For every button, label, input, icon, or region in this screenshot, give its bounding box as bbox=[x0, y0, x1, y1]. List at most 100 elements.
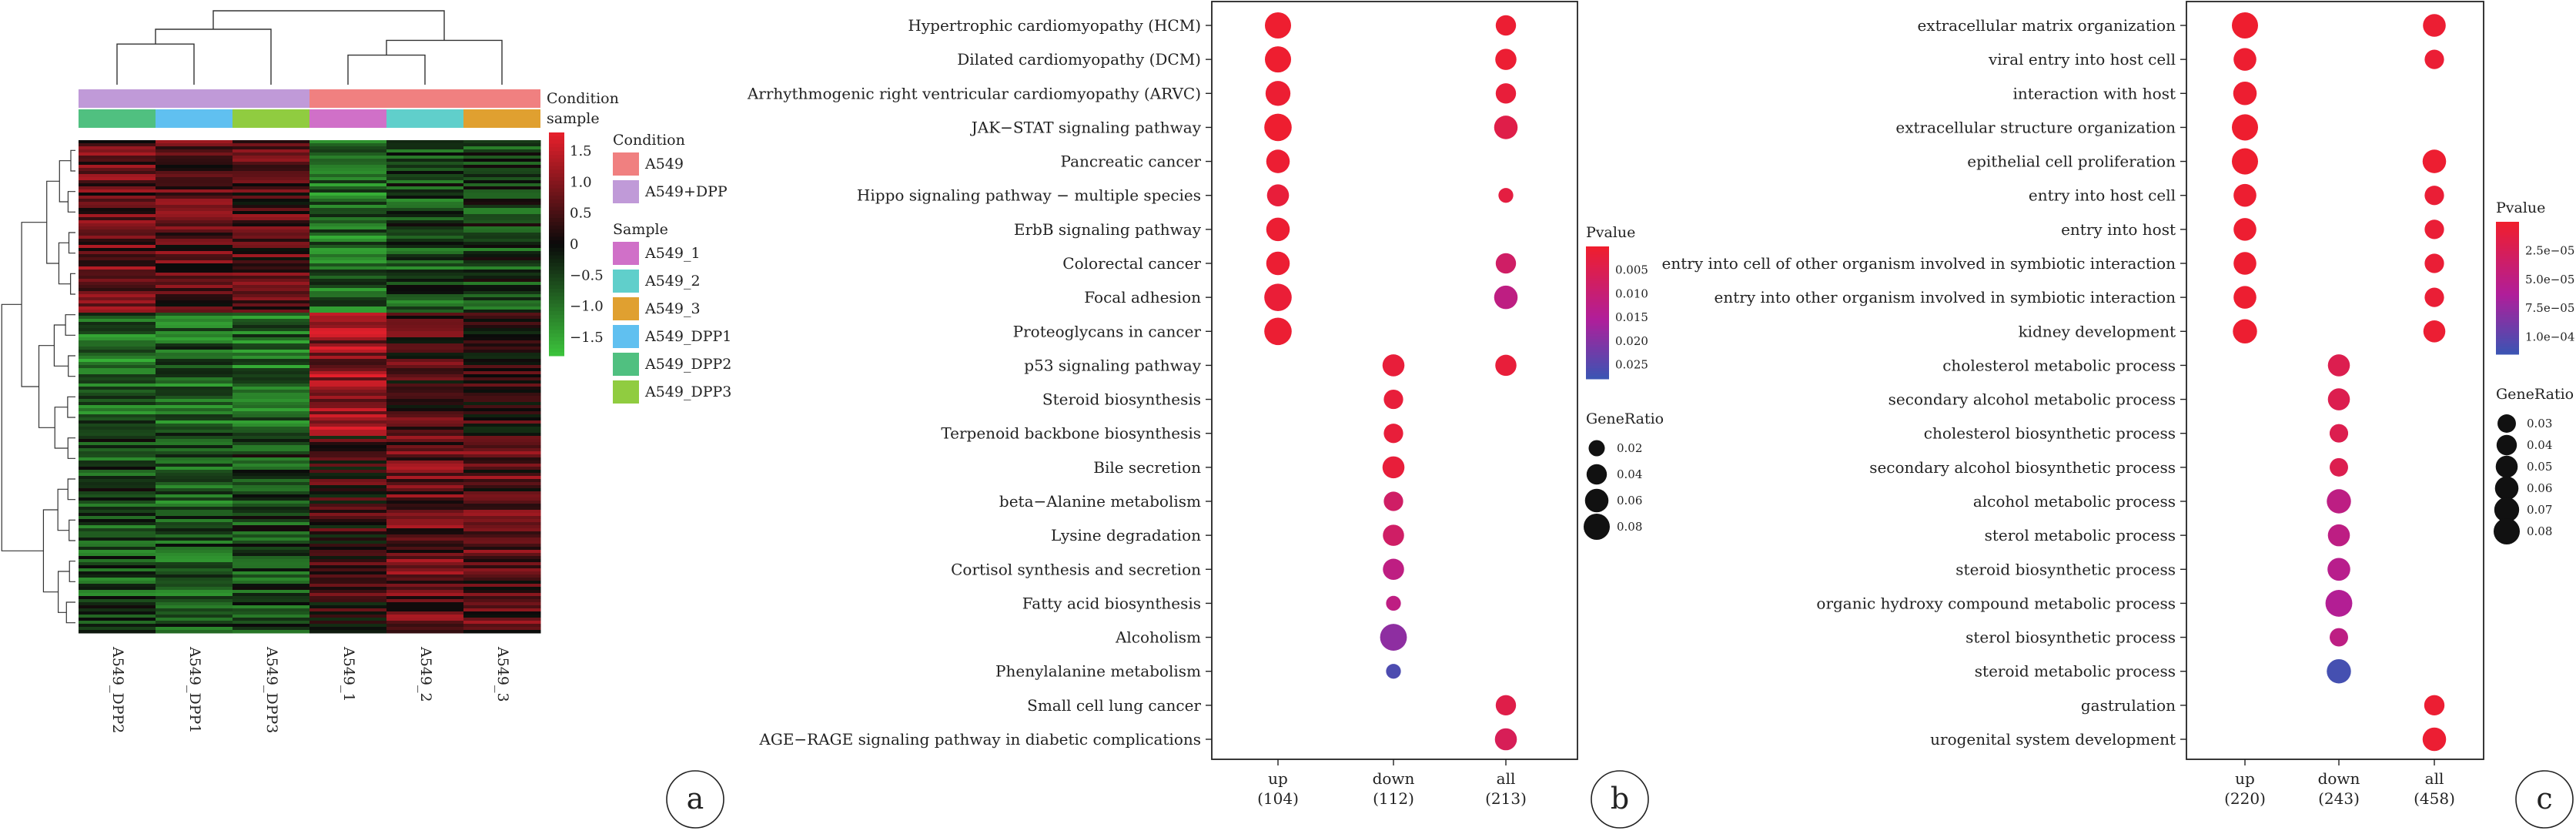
heatmap-cell bbox=[156, 319, 233, 323]
heatmap-cell bbox=[79, 368, 156, 372]
heatmap-cell bbox=[156, 183, 233, 187]
pvalue-colorbar-segment bbox=[1586, 270, 1609, 273]
heatmap-cell bbox=[156, 550, 233, 554]
row-dendrogram-branch bbox=[69, 561, 75, 582]
generatio-legend-label: 0.05 bbox=[2527, 460, 2552, 474]
heatmap-cell bbox=[79, 602, 156, 606]
pvalue-colorbar-segment bbox=[2496, 237, 2519, 241]
colorbar-segment bbox=[549, 199, 564, 204]
heatmap-cell bbox=[386, 353, 464, 357]
heatmap-cell bbox=[233, 408, 310, 412]
heatmap-cell bbox=[386, 590, 464, 594]
row-dendrogram-branch bbox=[67, 437, 75, 459]
term-label: organic hydroxy compound metabolic proce… bbox=[1816, 594, 2176, 612]
heatmap-cell bbox=[233, 618, 310, 621]
heatmap-cell bbox=[233, 454, 310, 458]
heatmap-cell bbox=[309, 605, 387, 609]
heatmap-cell bbox=[156, 208, 233, 212]
pvalue-colorbar-segment bbox=[1586, 339, 1609, 343]
heatmap-cell bbox=[156, 627, 233, 631]
row-dendrogram-branch bbox=[67, 191, 75, 213]
heatmap-cell bbox=[463, 239, 541, 243]
dot bbox=[1266, 184, 1290, 207]
heatmap-cell bbox=[79, 405, 156, 409]
heatmap-cell bbox=[233, 143, 310, 147]
heatmap-cell bbox=[156, 306, 233, 310]
heatmap-cell bbox=[233, 276, 310, 280]
heatmap-cell bbox=[233, 531, 310, 535]
heatmap-cell bbox=[79, 208, 156, 212]
heatmap-cell bbox=[463, 621, 541, 625]
pvalue-colorbar-segment bbox=[1586, 331, 1609, 335]
pvalue-tick-label: 0.020 bbox=[1615, 334, 1648, 348]
pvalue-colorbar-segment bbox=[2496, 322, 2519, 326]
heatmap-cell bbox=[386, 439, 464, 443]
heatmap-cell bbox=[233, 254, 310, 258]
sample-legend-label: A549_DPP3 bbox=[644, 384, 731, 400]
heatmap-cell bbox=[156, 574, 233, 578]
heatmap-cell bbox=[233, 627, 310, 631]
heatmap-cell bbox=[156, 488, 233, 492]
heatmap-cell bbox=[463, 291, 541, 295]
heatmap-cell bbox=[463, 387, 541, 390]
heatmap-cell bbox=[463, 525, 541, 529]
dot bbox=[1495, 15, 1517, 36]
heatmap-cell bbox=[156, 146, 233, 150]
heatmap-cell bbox=[309, 439, 387, 443]
heatmap-cell bbox=[309, 149, 387, 153]
heatmap-cell bbox=[386, 205, 464, 209]
generatio-legend-label: 0.08 bbox=[2527, 524, 2552, 538]
heatmap-cell bbox=[79, 414, 156, 418]
heatmap-cell bbox=[309, 266, 387, 270]
heatmap-cell bbox=[309, 571, 387, 575]
heatmap-cell bbox=[309, 196, 387, 199]
generatio-legend-label: 0.03 bbox=[2527, 417, 2552, 430]
dot bbox=[1383, 491, 1403, 511]
pvalue-colorbar-segment bbox=[2496, 333, 2519, 337]
heatmap-cell bbox=[309, 611, 387, 615]
heatmap-cell bbox=[309, 390, 387, 394]
colorbar-segment bbox=[549, 307, 564, 312]
heatmap-cell bbox=[386, 257, 464, 261]
heatmap-cell bbox=[79, 627, 156, 631]
heatmap-cell bbox=[309, 257, 387, 261]
pvalue-colorbar-segment bbox=[2496, 296, 2519, 300]
dot bbox=[1266, 217, 1290, 242]
heatmap-cell bbox=[309, 214, 387, 218]
heatmap-cell bbox=[386, 279, 464, 283]
heatmap-cell bbox=[309, 294, 387, 298]
heatmap-cell bbox=[79, 611, 156, 615]
heatmap-cell bbox=[156, 445, 233, 449]
term-label: Bile secretion bbox=[1093, 458, 1201, 477]
heatmap-cell bbox=[309, 454, 387, 458]
heatmap-cell bbox=[233, 402, 310, 406]
pvalue-colorbar-segment bbox=[2496, 253, 2519, 257]
term-label: entry into host cell bbox=[2029, 186, 2176, 205]
heatmap-cell bbox=[309, 396, 387, 400]
colorbar-tick-label: −1.0 bbox=[570, 299, 604, 315]
heatmap-cell bbox=[79, 590, 156, 594]
heatmap-cell bbox=[386, 562, 464, 566]
heatmap-cell bbox=[156, 168, 233, 172]
condition-legend-title: Condition bbox=[613, 132, 685, 149]
heatmap-cell bbox=[79, 288, 156, 292]
heatmap-cell bbox=[156, 476, 233, 480]
heatmap-cell bbox=[463, 310, 541, 313]
heatmap-cell bbox=[233, 608, 310, 612]
heatmap-cell bbox=[79, 457, 156, 461]
panel-c-go-dotplot: extracellular matrix organization viral e… bbox=[1662, 1, 2574, 829]
heatmap-cell bbox=[79, 464, 156, 467]
row-dendrogram-branch bbox=[42, 509, 59, 593]
pvalue-colorbar-segment bbox=[1586, 280, 1609, 284]
heatmap-cell bbox=[386, 538, 464, 541]
heatmap-cell bbox=[79, 584, 156, 588]
heatmap-cell bbox=[233, 288, 310, 292]
heatmap-cell bbox=[233, 371, 310, 375]
heatmap-cell bbox=[309, 156, 387, 159]
heatmap-cell bbox=[309, 547, 387, 551]
heatmap-cell bbox=[463, 270, 541, 273]
colorbar-segment bbox=[549, 244, 564, 249]
colorbar-segment bbox=[549, 300, 564, 304]
pvalue-colorbar-segment bbox=[1586, 286, 1609, 290]
heatmap-cell bbox=[463, 199, 541, 203]
